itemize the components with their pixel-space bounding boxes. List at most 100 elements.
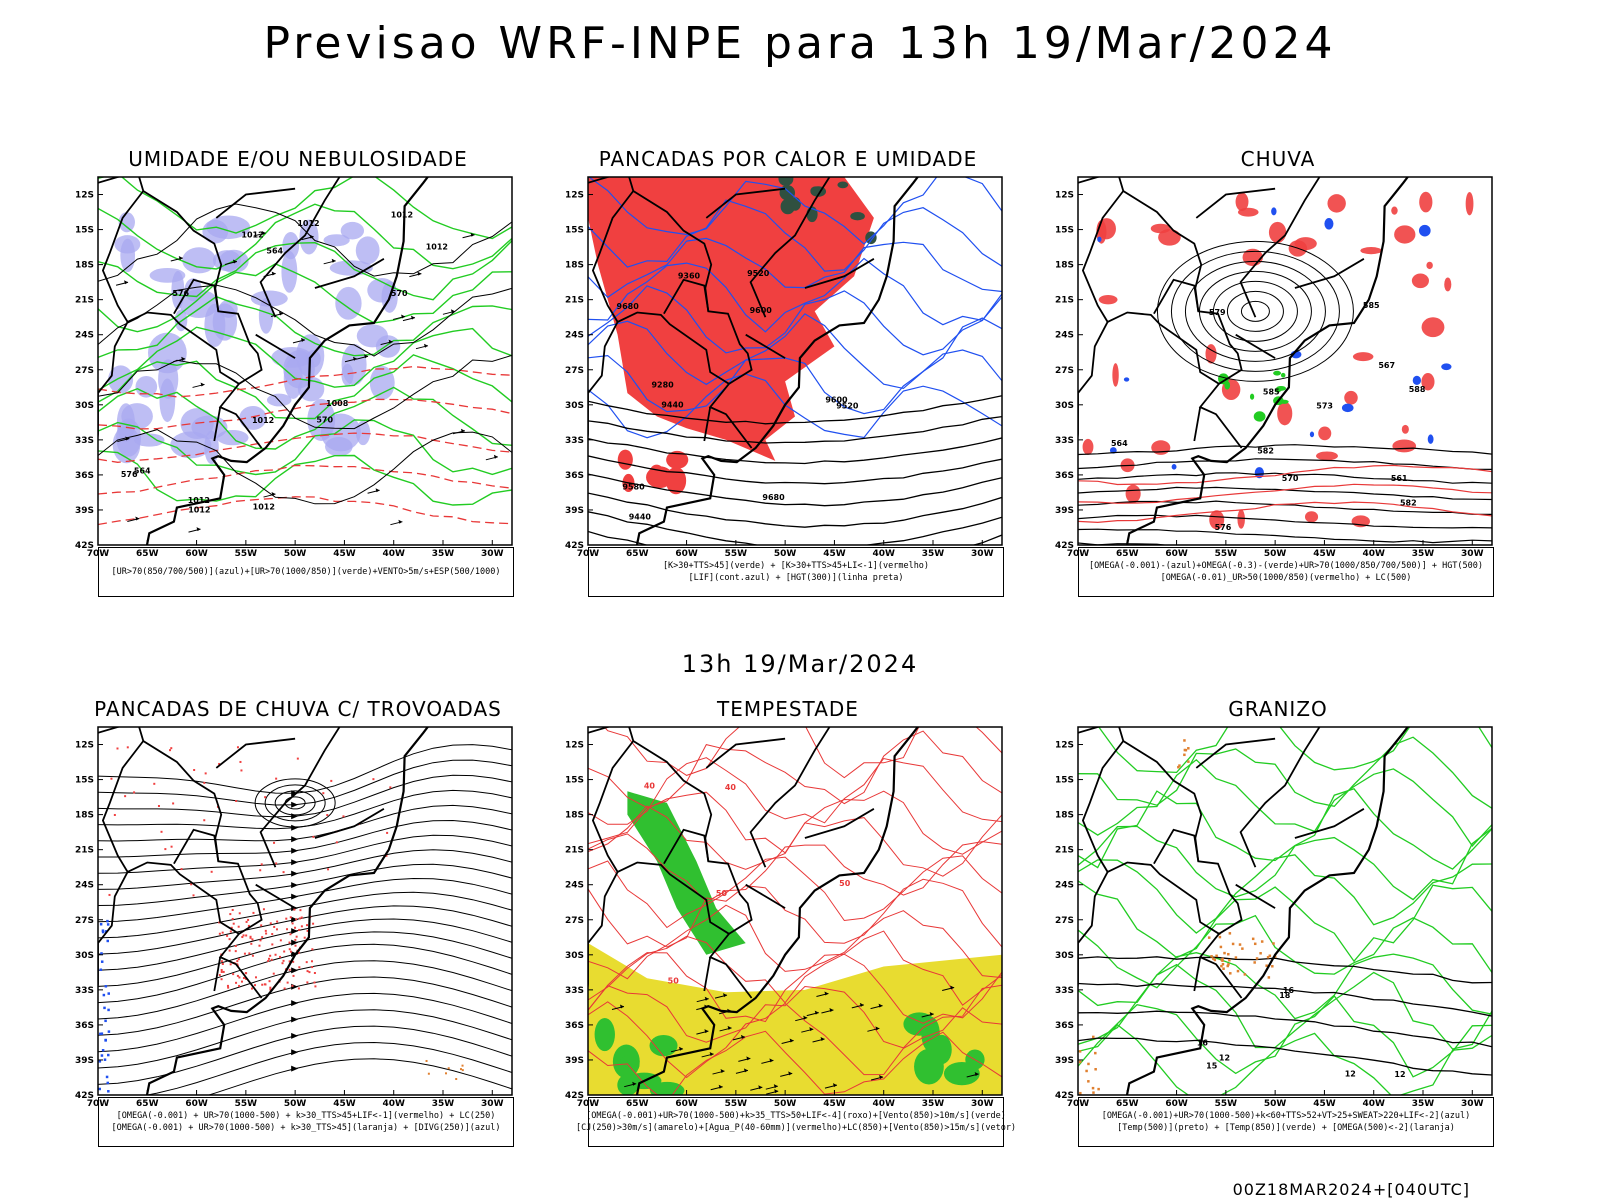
lon-tick-label: 30W [481, 1099, 504, 1109]
border [213, 956, 222, 992]
lat-tick-label: 27S [565, 366, 584, 376]
lat-tick-label: 15S [565, 226, 584, 236]
lon-tick-label: 55W [1215, 549, 1238, 559]
lon-tick-label: 35W [922, 549, 945, 559]
contour-label: 1012 [426, 243, 448, 252]
contour-label: 567 [1378, 361, 1395, 370]
border [1193, 956, 1202, 992]
lat-tick-label: 30S [75, 951, 94, 961]
lat-tick-label: 24S [1055, 331, 1074, 341]
contour-label: 570 [391, 289, 408, 298]
lat-tick-label: 36S [1055, 1021, 1074, 1031]
panel-title: GRANIZO [1228, 697, 1328, 721]
legend-line: [Temp(500)](preto) + [Temp(850)](verde) … [1117, 1123, 1455, 1133]
lat-tick-label: 18S [75, 261, 94, 271]
lat-tick-label: 18S [565, 261, 584, 271]
legend-line: [OMEGA(-0.001)-(azul)+OMEGA(-0.3)-(verde… [1088, 561, 1484, 571]
contour-label: 15 [1206, 1061, 1218, 1070]
lat-tick-label: 36S [75, 471, 94, 481]
border [255, 333, 296, 359]
contour-label: 1012 [391, 210, 413, 219]
lat-tick-label: 27S [75, 916, 94, 926]
lon-tick-label: 40W [872, 1099, 895, 1109]
lon-tick-label: 60W [675, 549, 698, 559]
lon-tick-label: 60W [1165, 1099, 1188, 1109]
contour-label: 570 [316, 415, 333, 424]
panel-title: PANCADAS POR CALOR E UMIDADE [598, 147, 978, 171]
contour-label: 588 [1409, 385, 1426, 394]
forecast-map: 9680960095209440936092809600952094409680… [565, 176, 1003, 559]
border [588, 871, 619, 993]
border [703, 406, 712, 442]
lat-tick-label: 39S [565, 1056, 584, 1066]
border [101, 190, 240, 385]
contour-label: 9680 [617, 302, 640, 311]
map-frame [97, 176, 513, 546]
lon-tick-label: 55W [1215, 1099, 1238, 1109]
lat-tick-label: 33S [75, 986, 94, 996]
map-frame [97, 726, 513, 1096]
border [749, 727, 831, 868]
legend-line: [OMEGA(-0.001)+UR>70(1000-500)+k<60+TTS>… [1101, 1111, 1471, 1121]
lon-tick-label: 40W [382, 1099, 405, 1109]
border [1081, 190, 1220, 385]
lat-tick-label: 30S [565, 951, 584, 961]
lon-tick-label: 30W [971, 549, 994, 559]
lon-tick-label: 65W [1116, 1099, 1139, 1109]
panel-title: CHUVA [1240, 147, 1316, 171]
border [1193, 406, 1202, 442]
main-title: Previsao WRF-INPE para 13h 19/Mar/2024 [263, 18, 1337, 69]
lat-tick-label: 42S [1055, 541, 1074, 551]
contour-label: 1012 [252, 416, 274, 425]
border [804, 258, 875, 289]
lon-tick-label: 45W [333, 1099, 356, 1109]
border [1239, 177, 1321, 318]
border [1153, 278, 1200, 315]
coastline [1125, 727, 1410, 1095]
lon-tick-label: 45W [823, 1099, 846, 1109]
border [255, 883, 296, 909]
panel-legend: [K>30+TTS>45](verde) + [K>30+TTS>45+LI<-… [588, 547, 1004, 597]
lon-tick-label: 60W [185, 1099, 208, 1109]
lon-tick-label: 55W [725, 549, 748, 559]
lat-tick-label: 30S [1055, 951, 1074, 961]
lat-tick-label: 33S [1055, 986, 1074, 996]
lon-tick-label: 30W [481, 549, 504, 559]
coastline [1125, 177, 1410, 545]
lat-tick-label: 18S [565, 811, 584, 821]
map-panel: PANCADAS POR CALOR E UMIDADE 9680 9600 9520… [565, 147, 1008, 617]
lat-tick-label: 15S [1055, 776, 1074, 786]
map-panel: TEMPESTADE 50 50 40 40 50 12S 15S 18S 21S 24S 27S 30… [565, 697, 1016, 1167]
border [98, 871, 129, 993]
lat-tick-label: 39S [75, 506, 94, 516]
border [705, 187, 786, 219]
lat-tick-label: 33S [565, 436, 584, 446]
lat-tick-label: 30S [1055, 401, 1074, 411]
border [705, 737, 786, 769]
border [591, 190, 730, 385]
lat-tick-label: 18S [1055, 261, 1074, 271]
border [259, 177, 341, 318]
lat-tick-label: 12S [1055, 741, 1074, 751]
contour-label: 9440 [661, 401, 684, 410]
lat-tick-label: 21S [565, 846, 584, 856]
lat-tick-label: 12S [75, 191, 94, 201]
border [1235, 883, 1276, 909]
lat-tick-label: 33S [75, 436, 94, 446]
panel-legend: [OMEGA(-0.001)+UR>70(1000-500)+k<60+TTS>… [1078, 1097, 1494, 1147]
contour-label: 9360 [678, 271, 701, 280]
lat-tick-label: 27S [75, 366, 94, 376]
contour-label: 12 [1345, 1070, 1356, 1079]
border [1195, 737, 1276, 769]
contour-label: 579 [1209, 308, 1226, 317]
contour-label: 12 [1219, 1054, 1230, 1063]
lat-tick-label: 36S [565, 1021, 584, 1031]
panel-legend: [OMEGA(-0.001)-(azul)+OMEGA(-0.3)-(verde… [1078, 547, 1494, 597]
coastline [145, 727, 430, 1095]
lat-tick-label: 12S [565, 741, 584, 751]
border [1153, 828, 1200, 865]
forecast-map: 588 585 582 579 576 573 570 567 564 561 585 582 12S 1… [1055, 176, 1493, 559]
lon-tick-label: 65W [136, 549, 159, 559]
panel-legend: [OMEGA(-0.001)+UR>70(1000-500)+k>35_TTS>… [576, 1097, 1016, 1147]
